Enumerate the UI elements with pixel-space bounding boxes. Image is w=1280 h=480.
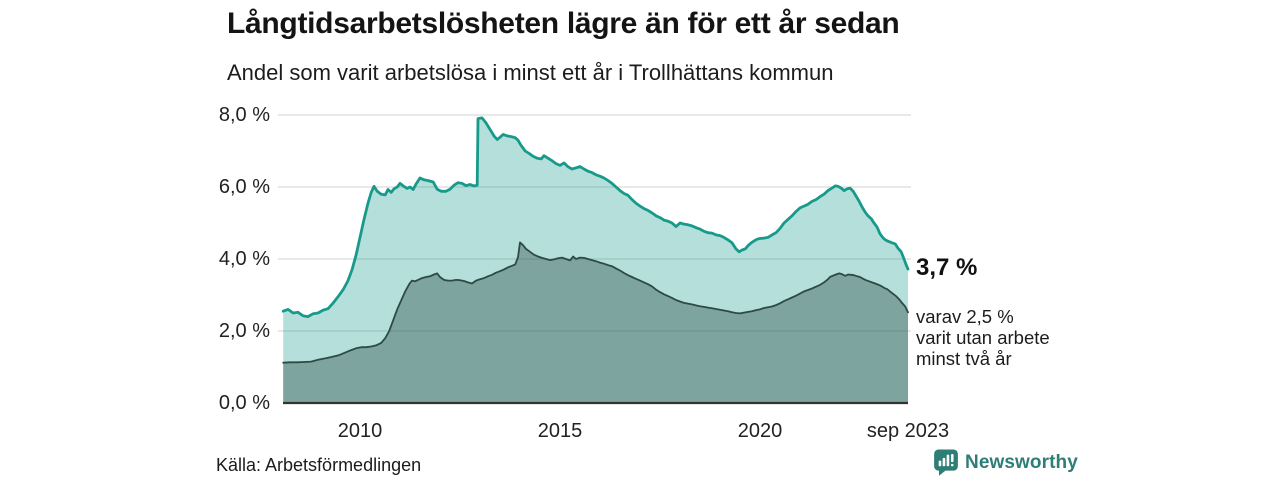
y-tick-label: 0,0 % <box>218 392 270 414</box>
x-tick-label: 2010 <box>337 420 383 442</box>
y-tick-label: 2,0 % <box>218 320 270 342</box>
brand-name: Newsworthy <box>965 451 1078 473</box>
chart-subtitle: Andel som varit arbetslösa i minst ett å… <box>227 60 834 85</box>
source-attribution: Källa: Arbetsförmedlingen <box>216 455 422 475</box>
chart-title: Långtidsarbetslösheten lägre än för ett … <box>227 7 900 40</box>
x-tick-label: 2020 <box>737 420 783 442</box>
annotation-detail-line: varit utan arbete <box>916 327 1050 348</box>
y-tick-label: 8,0 % <box>218 104 270 126</box>
latest-value-label: 3,7 % <box>916 254 978 281</box>
y-tick-label: 6,0 % <box>218 176 270 198</box>
annotation-detail: varav 2,5 % varit utan arbete minst två … <box>916 306 1050 369</box>
y-tick-label: 4,0 % <box>218 248 270 270</box>
x-tick-label: sep 2023 <box>866 420 950 442</box>
annotation-detail-line: varav 2,5 % <box>916 306 1014 327</box>
annotation-detail-line: minst två år <box>916 348 1012 369</box>
newsworthy-logo: Newsworthy <box>933 449 1078 476</box>
x-tick-label: 2015 <box>537 420 583 442</box>
newsworthy-chart-bubble-icon <box>934 449 958 476</box>
